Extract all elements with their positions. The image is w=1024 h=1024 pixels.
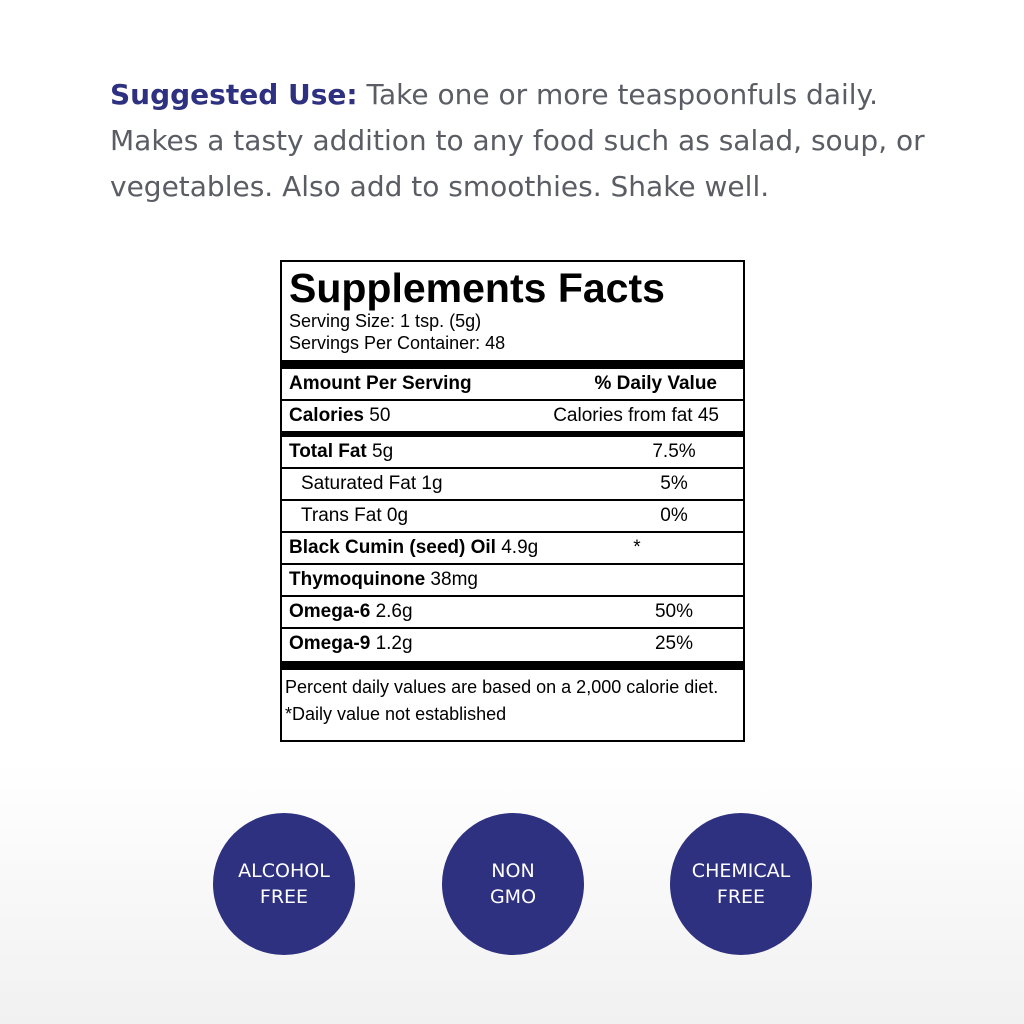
supplement-facts-panel: Supplements Facts Serving Size: 1 tsp. (… — [280, 260, 745, 742]
badge-line: FREE — [259, 886, 309, 908]
nutrient-name: Saturated Fat 1g — [301, 473, 443, 494]
nutrient-name: Thymoquinone — [289, 569, 426, 590]
daily-value-header: % Daily Value — [594, 373, 717, 394]
calories-value: 50 — [363, 405, 391, 426]
facts-title: Supplements Facts — [289, 265, 665, 311]
badge-line: CHEMICAL — [691, 860, 791, 882]
nutrient-amount: 1.2g — [370, 633, 413, 654]
badge-line: FREE — [716, 886, 766, 908]
nutrient-dv: 25% — [654, 633, 694, 654]
suggested-use-body: Take one or more teaspoonfuls daily. Mak… — [110, 78, 925, 203]
badge-non-gmo: NON GMO — [442, 813, 584, 955]
table-row: Omega-6 2.6g 50% — [282, 597, 743, 627]
divider-medium — [282, 431, 743, 437]
divider-thin — [282, 595, 743, 597]
nutrient-name: Trans Fat 0g — [301, 505, 409, 526]
serving-size: Serving Size: 1 tsp. (5g) — [289, 311, 482, 331]
nutrient-dv: 0% — [660, 505, 688, 526]
divider-thick — [282, 661, 743, 670]
nutrient-name: Total Fat — [289, 441, 367, 462]
table-row: Total Fat 5g 7.5% — [282, 437, 743, 467]
table-row: Omega-9 1.2g 25% — [282, 629, 743, 659]
calories-label: Calories — [289, 405, 364, 426]
divider-thin — [282, 563, 743, 565]
divider-thin — [282, 499, 743, 501]
nutrient-amount: 4.9g — [495, 537, 539, 558]
facts-header-row: Amount Per Serving % Daily Value — [282, 369, 743, 399]
nutrient-amount: 38mg — [425, 569, 478, 590]
nutrient-dv: 50% — [654, 601, 694, 622]
amount-per-serving-header: Amount Per Serving — [289, 373, 472, 394]
suggested-use-label: Suggested Use: — [110, 78, 358, 111]
divider-thin — [282, 399, 743, 401]
divider-thin — [282, 627, 743, 629]
nutrient-amount: 2.6g — [370, 601, 413, 622]
badge-alcohol-free: ALCOHOL FREE — [213, 813, 355, 955]
nutrient-amount: 5g — [366, 441, 394, 462]
servings-per-container: Servings Per Container: 48 — [289, 333, 506, 353]
divider-thin — [282, 531, 743, 533]
divider-thin — [282, 467, 743, 469]
facts-footnote: Percent daily values are based on a 2,00… — [282, 670, 743, 728]
badge-line: GMO — [489, 886, 537, 908]
divider-thick — [282, 360, 743, 369]
table-row: Thymoquinone 38mg — [282, 565, 743, 595]
nutrient-name: Black Cumin (seed) Oil — [289, 537, 496, 558]
badge-line: ALCOHOL — [238, 860, 330, 882]
badge-line: NON — [491, 860, 535, 882]
nutrient-name: Omega-9 — [289, 633, 371, 654]
table-row: Black Cumin (seed) Oil 4.9g * — [282, 533, 743, 563]
calories-from-fat: Calories from fat 45 — [553, 405, 719, 426]
suggested-use-text: Suggested Use: Take one or more teaspoon… — [110, 72, 940, 210]
nutrient-dv: * — [633, 537, 641, 558]
badge-chemical-free: CHEMICAL FREE — [670, 813, 812, 955]
table-row: Saturated Fat 1g 5% — [282, 469, 743, 499]
nutrient-dv: 7.5% — [652, 441, 696, 462]
table-row: Trans Fat 0g 0% — [282, 501, 743, 531]
nutrient-dv: 5% — [660, 473, 688, 494]
footnote-not-established: *Daily value not established — [285, 704, 507, 724]
nutrient-name: Omega-6 — [289, 601, 371, 622]
calories-row: Calories 50 Calories from fat 45 — [282, 401, 743, 431]
footnote-daily-values: Percent daily values are based on a 2,00… — [285, 677, 719, 697]
